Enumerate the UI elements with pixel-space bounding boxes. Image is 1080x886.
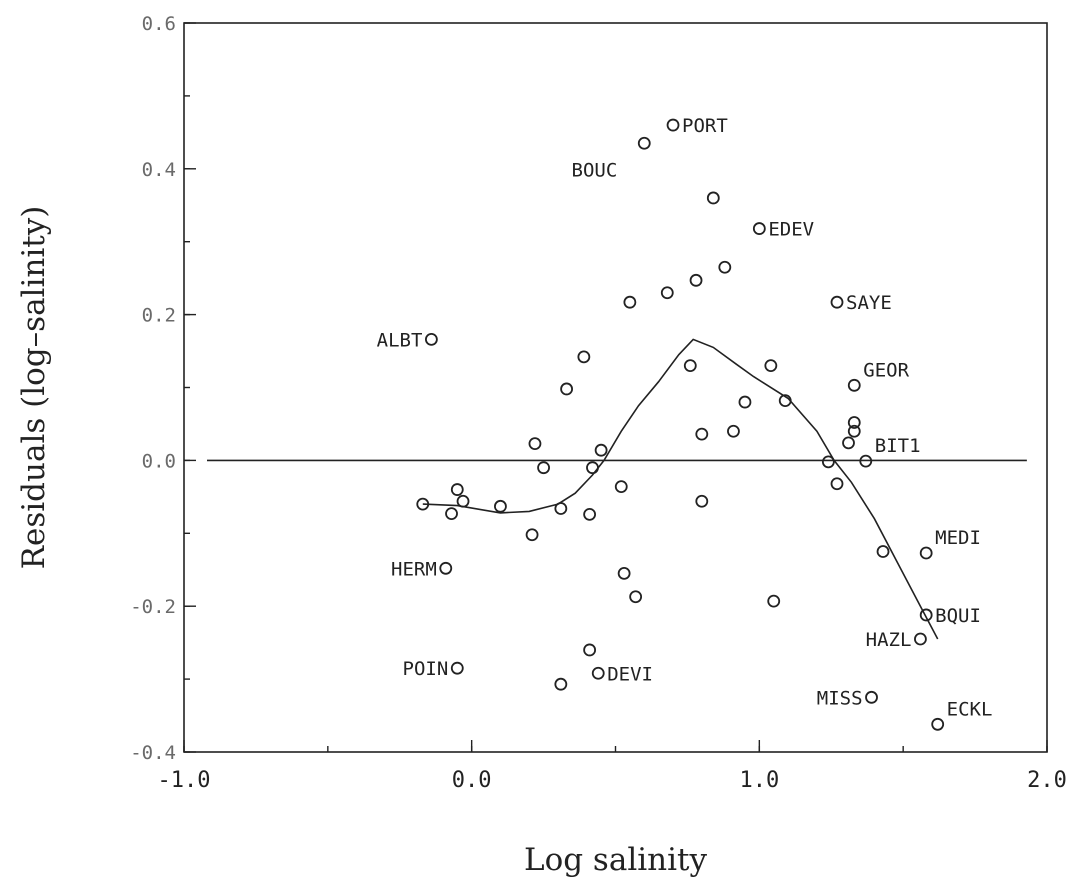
scatter-point: [637, 136, 651, 150]
x-tick-label: 1.0: [739, 768, 779, 793]
scatter-point: [718, 260, 732, 274]
scatter-point: [764, 359, 778, 373]
scatter-point: [919, 546, 933, 560]
scatter-point: [629, 590, 643, 604]
x-axis-title: Log salinity: [524, 842, 708, 878]
scatter-point: [778, 394, 792, 408]
scatter-point: [847, 416, 861, 429]
point-label: ECKL: [947, 698, 993, 720]
scatter-point: [424, 332, 438, 346]
scatter-point: [617, 566, 631, 580]
scatter-point: [706, 191, 720, 205]
scatter-point: [738, 395, 752, 409]
scatter-point: [859, 454, 873, 468]
scatter-point: [456, 494, 470, 508]
y-tick-label: 0.0: [142, 450, 176, 472]
point-label: SAYE: [846, 292, 892, 314]
scatter-point: [821, 455, 835, 469]
x-tick-label: 0.0: [452, 768, 492, 793]
scatter-point: [847, 424, 861, 438]
scatter-point: [683, 359, 697, 373]
y-tick-label: 0.4: [142, 159, 176, 181]
scatter-point: [614, 480, 628, 494]
point-label: ALBT: [377, 329, 423, 351]
scatter-point: [439, 561, 453, 575]
point-label: MISS: [817, 687, 863, 709]
scatter-point: [830, 477, 844, 491]
point-label: POIN: [403, 658, 449, 680]
scatter-point: [876, 545, 890, 558]
scatter-point: [623, 295, 637, 309]
y-tick-label: -0.4: [130, 742, 176, 764]
scatter-point: [727, 424, 740, 438]
scatter-point: [689, 273, 703, 287]
y-tick-label: 0.6: [142, 13, 176, 35]
point-label: GEOR: [863, 359, 909, 381]
scatter-point: [919, 608, 933, 622]
scatter-point: [931, 717, 945, 731]
scatter-point: [830, 295, 844, 309]
y-tick-label: -0.2: [130, 596, 176, 618]
scatter-point: [577, 350, 591, 364]
scatter-point: [583, 507, 597, 521]
scatter-point: [528, 437, 542, 451]
scatter-point: [914, 632, 927, 646]
data-points: [416, 118, 945, 731]
point-labels: PORT BOUC EDEV SAYE ALBT GEOR BIT1 MEDI HERM BQUI…: [377, 115, 993, 720]
scatter-point: [525, 528, 539, 542]
y-axis-ticks: -0.4 -0.2 0.0 0.2 0.4 0.6: [130, 13, 196, 764]
scatter-point: [537, 461, 550, 475]
scatter-point: [583, 643, 597, 657]
y-tick-label: 0.2: [142, 305, 176, 327]
point-label: BIT1: [875, 435, 921, 457]
scatter-point: [666, 118, 680, 132]
scatter-point: [847, 378, 861, 392]
scatter-point: [767, 594, 781, 608]
scatter-point: [865, 690, 878, 704]
scatter-point: [445, 507, 458, 521]
plot-frame: [183, 22, 1048, 753]
scatter-point: [586, 461, 599, 475]
x-tick-label: 2.0: [1027, 768, 1067, 793]
point-label: PORT: [682, 115, 728, 137]
scatter-point: [494, 499, 507, 513]
scatter-point: [416, 497, 430, 511]
point-label: HAZL: [866, 629, 912, 651]
point-label: BQUI: [935, 605, 981, 627]
scatter-point: [560, 382, 573, 396]
scatter-point: [752, 222, 766, 235]
smoothed-trend-line: [422, 338, 939, 640]
point-label: EDEV: [768, 219, 814, 241]
y-axis-title: Residuals (log–salinity): [16, 206, 52, 570]
point-label: BOUC: [572, 159, 618, 181]
scatter-point: [450, 483, 464, 496]
x-axis-ticks: -1.0 0.0 1.0 2.0: [158, 740, 1067, 793]
scatter-point: [695, 427, 709, 441]
scatter-point: [554, 677, 568, 691]
scatter-point: [591, 666, 605, 680]
scatter-point: [554, 502, 568, 515]
x-tick-label: -1.0: [158, 768, 211, 793]
scatter-point: [695, 494, 709, 508]
point-label: HERM: [391, 558, 437, 580]
point-label: DEVI: [607, 663, 653, 685]
point-label: MEDI: [935, 527, 981, 549]
scatter-point: [450, 661, 464, 675]
scatter-point: [594, 443, 608, 457]
scatter-point: [660, 286, 674, 300]
scatter-point: [842, 436, 855, 450]
